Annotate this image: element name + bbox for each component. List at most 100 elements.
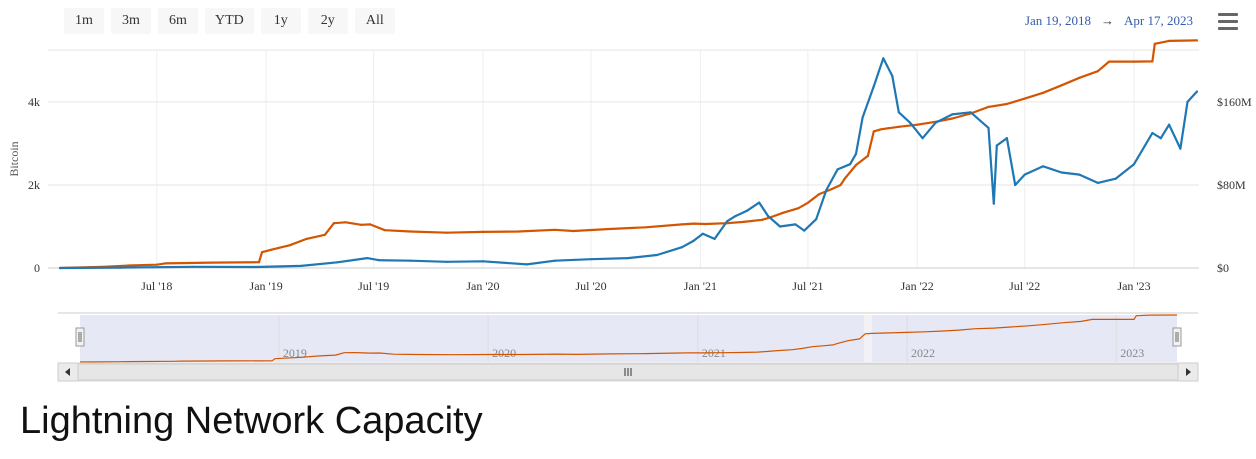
- scrollbar-right-arrow-icon[interactable]: [1177, 362, 1199, 382]
- data-point: [726, 220, 729, 223]
- data-point: [758, 201, 761, 204]
- data-point: [58, 266, 62, 270]
- data-point: [882, 57, 885, 60]
- data-point: [344, 221, 347, 224]
- data-point: [1151, 131, 1154, 135]
- data-point: [921, 137, 924, 140]
- range-button-all[interactable]: All: [354, 8, 395, 34]
- data-point: [742, 220, 745, 223]
- data-point: [1023, 97, 1026, 100]
- range-button-6m[interactable]: 6m: [158, 8, 198, 34]
- range-button-ytd[interactable]: YTD: [205, 8, 254, 34]
- data-point: [481, 260, 485, 263]
- data-point: [1096, 181, 1099, 184]
- data-point: [1078, 173, 1081, 176]
- data-point: [1060, 84, 1063, 87]
- data-point: [260, 251, 264, 254]
- data-point: [830, 188, 833, 191]
- data-point: [369, 223, 372, 226]
- data-point: [818, 193, 821, 196]
- data-point: [692, 239, 695, 243]
- date-range-display: Jan 19, 2018 → Apr 17, 2023: [1025, 13, 1193, 29]
- navigator-left-handle[interactable]: [75, 327, 85, 347]
- data-point: [288, 244, 291, 247]
- x-tick-label: Jan '19: [250, 279, 283, 293]
- data-point: [626, 257, 630, 260]
- scrollbar-grip-icon: [624, 368, 632, 376]
- data-point: [119, 266, 122, 269]
- range-button-1y[interactable]: 1y: [260, 8, 301, 34]
- range-button-1m[interactable]: 1m: [64, 8, 104, 34]
- data-point: [445, 260, 448, 263]
- navigator-selected-range[interactable]: [80, 315, 1177, 362]
- y-left-tick-label: 4k: [28, 95, 40, 109]
- data-point: [127, 264, 130, 267]
- data-point: [951, 117, 954, 120]
- y-left-tick-label: 0: [34, 261, 40, 275]
- data-point: [409, 259, 412, 262]
- series-line-left-axis: [59, 39, 1198, 270]
- data-point: [1151, 60, 1154, 63]
- data-point: [1114, 177, 1117, 180]
- data-point: [383, 229, 386, 232]
- y-right-tick-label: $160M: [1217, 95, 1252, 109]
- page-title: Lightning Network Capacity: [20, 400, 483, 442]
- y-right-tick-label: $80M: [1217, 178, 1246, 192]
- data-point: [797, 207, 800, 210]
- data-point: [377, 259, 381, 262]
- data-point: [1159, 137, 1162, 140]
- data-point: [1078, 76, 1081, 79]
- data-point: [644, 226, 647, 229]
- data-point: [872, 130, 875, 133]
- data-point: [1108, 60, 1111, 63]
- data-point: [1023, 173, 1026, 176]
- data-point: [1168, 123, 1171, 126]
- x-tick-label: Jul '21: [792, 279, 823, 293]
- data-point: [916, 123, 919, 126]
- range-button-2y[interactable]: 2y: [307, 8, 348, 34]
- data-point: [1096, 70, 1099, 73]
- data-point: [323, 233, 326, 236]
- data-point: [553, 259, 556, 262]
- data-point: [1060, 171, 1063, 174]
- data-point: [825, 189, 828, 192]
- data-point: [1195, 90, 1199, 93]
- data-point: [839, 183, 842, 187]
- data-point: [1195, 39, 1199, 42]
- y-left-axis-title: Bitcoin: [7, 141, 21, 176]
- data-point: [525, 263, 529, 266]
- date-range-from[interactable]: Jan 19, 2018: [1024, 13, 1092, 28]
- data-point: [767, 215, 770, 218]
- range-button-3m[interactable]: 3m: [111, 8, 151, 34]
- y-right-tick-label: $0: [1217, 261, 1229, 275]
- data-point: [692, 222, 695, 225]
- data-point: [995, 144, 998, 147]
- data-point: [891, 74, 894, 78]
- data-point: [655, 253, 659, 257]
- data-point: [270, 248, 273, 251]
- hamburger-menu-icon[interactable]: [1218, 13, 1238, 30]
- scrollbar-left-arrow-icon[interactable]: [57, 362, 79, 382]
- data-point: [872, 85, 875, 88]
- data-point: [608, 227, 611, 231]
- navigator-tick-label: 2023: [1120, 346, 1144, 360]
- data-point: [445, 231, 448, 234]
- series-line-right-axis: [59, 57, 1198, 270]
- data-point: [987, 126, 990, 129]
- data-point: [909, 121, 912, 124]
- x-tick-label: Jul '20: [575, 279, 606, 293]
- data-point: [164, 262, 167, 265]
- data-point: [409, 230, 412, 233]
- navigator-right-handle[interactable]: [1172, 327, 1182, 347]
- data-point: [854, 163, 858, 167]
- data-point: [987, 105, 990, 108]
- data-point: [155, 263, 158, 266]
- data-point: [1179, 147, 1182, 150]
- y-left-tick-label: 2k: [28, 178, 40, 192]
- x-tick-label: Jul '18: [141, 279, 172, 293]
- date-range-to[interactable]: Apr 17, 2023: [1124, 13, 1193, 28]
- navigator-series-line: [79, 314, 1178, 363]
- data-point: [517, 230, 520, 233]
- data-point: [803, 229, 806, 232]
- data-point: [806, 201, 810, 204]
